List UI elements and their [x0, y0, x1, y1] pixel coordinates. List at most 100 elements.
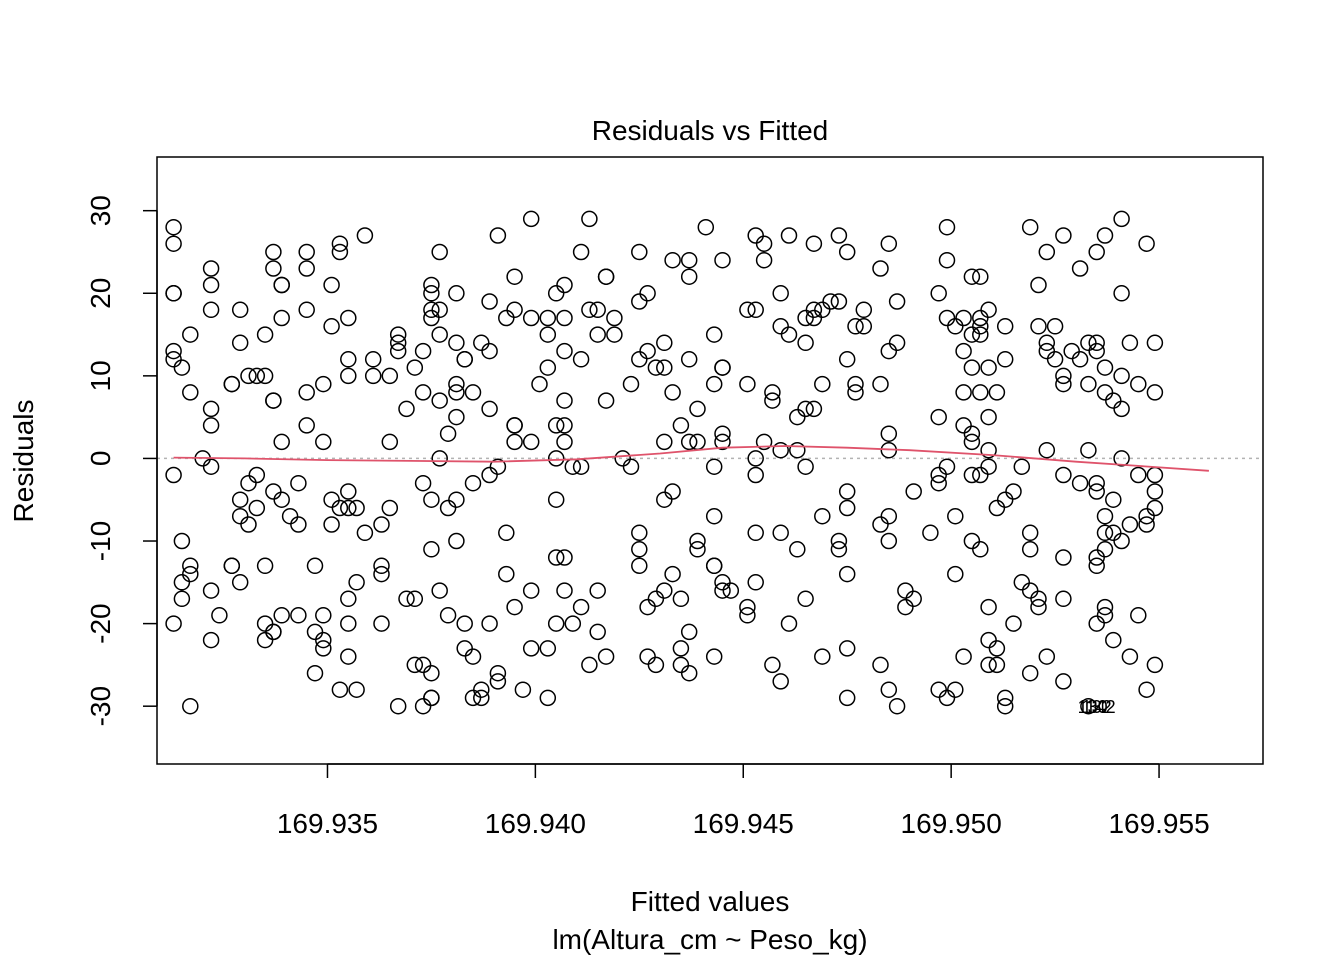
- data-point: [323, 318, 340, 335]
- data-point: [298, 260, 315, 277]
- data-point: [448, 384, 465, 401]
- data-point: [922, 524, 939, 542]
- data-point: [231, 334, 249, 352]
- data-point: [847, 318, 864, 335]
- data-point: [1113, 400, 1130, 418]
- data-point: [838, 351, 856, 368]
- data-point: [1071, 474, 1089, 492]
- data-point: [414, 384, 432, 401]
- data-point: [298, 301, 315, 319]
- data-point: [988, 499, 1006, 517]
- data-point: [165, 218, 182, 236]
- data-point: [689, 541, 706, 558]
- data-point: [173, 590, 191, 608]
- data-point: [1021, 524, 1039, 542]
- data-point: [506, 268, 523, 285]
- data-point: [323, 516, 340, 533]
- data-point: [963, 268, 981, 285]
- data-point: [265, 243, 282, 261]
- data-point: [872, 260, 889, 277]
- data-point: [814, 375, 831, 393]
- data-point: [448, 408, 465, 426]
- data-point: [680, 268, 698, 285]
- data-point: [838, 499, 856, 517]
- data-point: [1021, 218, 1039, 236]
- data-point: [880, 425, 898, 442]
- data-point: [631, 524, 648, 542]
- data-point: [1113, 532, 1130, 550]
- data-point: [680, 664, 698, 682]
- data-point: [1088, 474, 1105, 492]
- data-point: [1038, 334, 1056, 352]
- data-point: [680, 351, 698, 368]
- data-point: [340, 367, 357, 385]
- data-point: [672, 640, 690, 657]
- data-point: [972, 326, 989, 343]
- data-point: [656, 359, 673, 376]
- data-point: [1055, 673, 1072, 690]
- data-point: [539, 640, 557, 657]
- data-point: [231, 301, 249, 319]
- data-point: [1096, 598, 1114, 616]
- data-point: [947, 318, 964, 335]
- data-point: [705, 458, 723, 475]
- data-point: [581, 301, 598, 319]
- data-point: [1030, 276, 1047, 294]
- data-point: [1146, 499, 1164, 517]
- data-point: [414, 697, 432, 715]
- data-point: [1005, 615, 1022, 632]
- data-point: [1096, 359, 1114, 376]
- data-point: [747, 574, 764, 591]
- data-point: [872, 656, 889, 674]
- data-point: [664, 384, 681, 401]
- data-point: [381, 433, 399, 451]
- data-point: [498, 524, 515, 542]
- data-point: [165, 615, 182, 632]
- data-point: [589, 623, 606, 641]
- x-tick-label: 169.950: [901, 808, 1002, 839]
- data-point: [348, 574, 365, 591]
- data-point: [290, 607, 307, 624]
- data-point: [597, 648, 615, 665]
- data-point: [506, 417, 523, 434]
- data-point: [331, 681, 349, 698]
- data-point: [938, 251, 956, 269]
- data-point: [963, 425, 981, 442]
- data-point: [202, 400, 220, 418]
- data-point: [340, 648, 357, 665]
- data-point: [165, 285, 182, 302]
- data-point: [464, 474, 482, 492]
- data-point: [373, 565, 390, 583]
- data-point: [680, 433, 698, 451]
- data-point: [581, 656, 598, 674]
- data-point: [240, 516, 257, 533]
- data-point: [714, 251, 731, 269]
- data-point: [988, 384, 1006, 401]
- data-point: [256, 557, 274, 575]
- data-point: [431, 301, 448, 319]
- data-point: [298, 384, 315, 401]
- data-point: [1088, 243, 1105, 261]
- data-point: [755, 235, 773, 252]
- data-point: [664, 483, 681, 500]
- data-point: [406, 359, 424, 376]
- data-point: [963, 326, 981, 343]
- data-point: [1021, 541, 1039, 558]
- data-point: [680, 251, 698, 269]
- data-point: [556, 582, 573, 599]
- data-point: [930, 285, 947, 302]
- data-point: [173, 532, 191, 550]
- data-point: [431, 392, 448, 409]
- data-point: [231, 574, 249, 591]
- data-point: [506, 433, 523, 451]
- data-point: [340, 615, 357, 632]
- data-point: [522, 433, 540, 451]
- data-point: [547, 285, 565, 302]
- data-point: [265, 623, 282, 641]
- data-point: [423, 689, 440, 707]
- data-point: [714, 359, 731, 376]
- data-point: [847, 384, 864, 401]
- data-point: [1121, 648, 1139, 665]
- residual-points: [165, 210, 1164, 715]
